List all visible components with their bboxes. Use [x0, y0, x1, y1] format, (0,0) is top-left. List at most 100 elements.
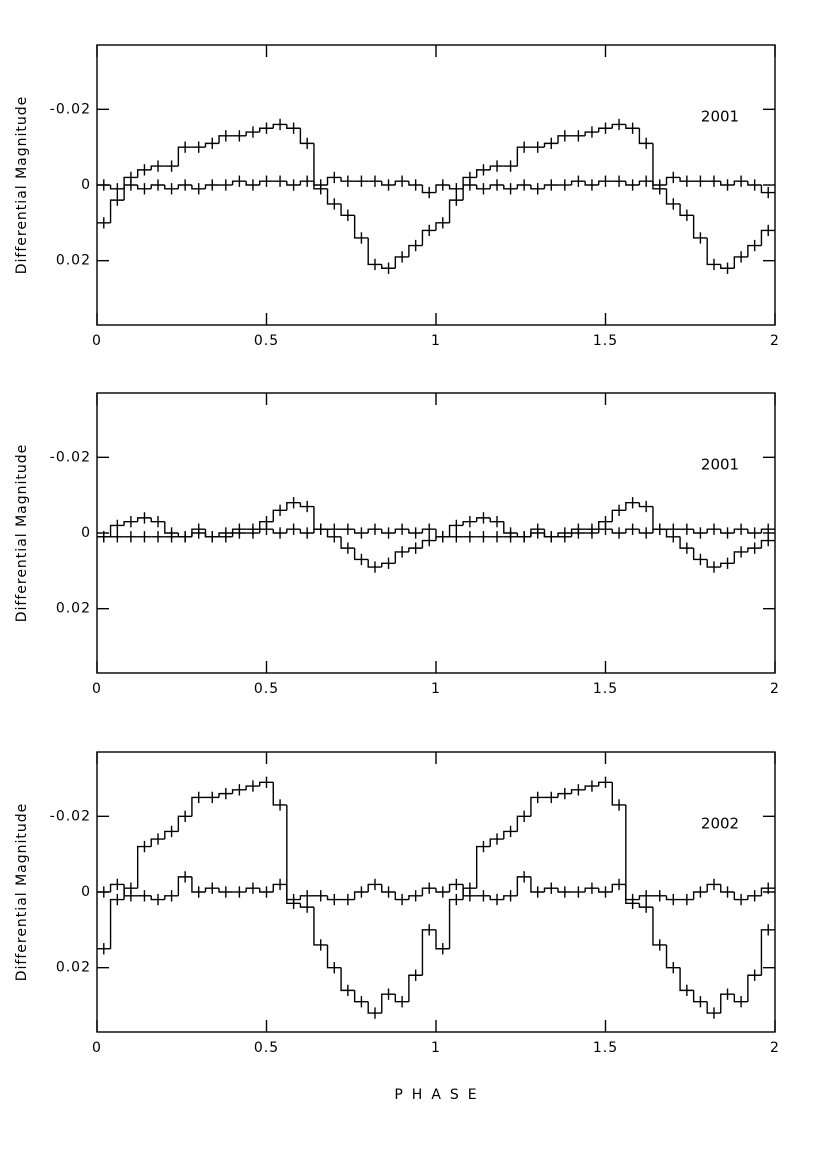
step-segment: [598, 528, 613, 533]
step-segment: [638, 128, 653, 145]
step-segment: [204, 142, 220, 148]
step-segment: [611, 529, 626, 534]
step-segment: [625, 804, 640, 905]
step-segment: [760, 185, 775, 194]
step-segment: [218, 888, 233, 893]
step-segment: [381, 993, 396, 1014]
step-segment: [543, 887, 559, 892]
step-segment: [543, 184, 559, 189]
step-segment: [394, 994, 409, 1003]
step-segment: [435, 888, 450, 893]
step-segment: [516, 876, 531, 896]
step-segment: [598, 888, 613, 893]
step-segment: [489, 838, 504, 847]
step-segment: [665, 944, 681, 969]
x-axis-label: PHASE: [394, 1087, 485, 1103]
step-segment: [191, 796, 206, 817]
y-tick-label: 0: [81, 884, 91, 900]
step-segment: [421, 185, 436, 194]
step-segment: [543, 533, 559, 538]
step-segment: [503, 895, 518, 900]
step-segment: [638, 895, 653, 900]
step-segment: [598, 781, 613, 787]
step-segment: [340, 177, 355, 182]
step-segment: [692, 891, 708, 900]
step-segment: [259, 528, 274, 533]
step-segment: [448, 883, 464, 892]
step-segment: [720, 181, 735, 186]
step-segment: [435, 184, 450, 193]
y-tick-label: 0.02: [56, 960, 91, 976]
x-tick-label: 1.5: [593, 681, 618, 697]
step-segment: [408, 974, 423, 1002]
step-segment: [245, 181, 260, 186]
step-segment: [733, 256, 748, 269]
step-segment: [652, 181, 667, 186]
step-segment: [720, 993, 735, 1014]
step-segment: [611, 123, 626, 129]
step-segment: [733, 551, 748, 564]
step-segment: [204, 533, 220, 538]
step-segment: [259, 888, 274, 893]
step-segment: [530, 532, 545, 537]
x-tick-label: 2: [770, 681, 780, 697]
step-segment: [136, 185, 152, 190]
y-tick-label: 0.02: [56, 253, 91, 269]
step-segment: [733, 180, 748, 185]
step-segment: [408, 529, 423, 534]
step-segment: [462, 184, 477, 189]
step-segment: [706, 528, 721, 533]
step-segment: [109, 524, 125, 537]
step-segment: [367, 883, 382, 892]
step-segment: [218, 792, 233, 798]
step-segment: [150, 895, 165, 901]
step-segment: [421, 929, 436, 976]
step-segment: [679, 177, 694, 182]
step-segment: [489, 517, 504, 523]
step-segment: [367, 237, 382, 266]
step-segment: [720, 529, 735, 534]
step-segment: [570, 789, 586, 794]
step-segment: [421, 887, 436, 896]
step-segment: [259, 180, 274, 185]
y-axis-label: Differential Magnitude: [14, 96, 30, 275]
step-segment: [516, 184, 531, 189]
y-tick-label: -0.02: [50, 101, 91, 117]
step-segment: [299, 128, 314, 145]
step-segment: [625, 884, 640, 901]
step-segment: [245, 887, 260, 892]
y-tick-label: 0.02: [56, 601, 91, 617]
annotation: 2001: [701, 108, 739, 126]
step-segment: [408, 181, 423, 186]
step-segment: [421, 229, 436, 246]
step-segment: [503, 185, 518, 190]
step-segment: [164, 185, 179, 190]
step-segment: [475, 185, 491, 190]
x-tick-label: 1: [431, 333, 441, 349]
step-segment: [218, 135, 233, 144]
step-segment: [665, 176, 681, 185]
step-segment: [625, 181, 640, 186]
step-segment: [394, 528, 409, 533]
step-segment: [557, 888, 572, 893]
step-segment: [557, 792, 572, 798]
step-segment: [394, 551, 409, 564]
step-segment: [326, 895, 342, 901]
step-segment: [367, 1001, 382, 1014]
step-segment: [679, 203, 694, 216]
step-segment: [272, 123, 287, 129]
step-segment: [191, 185, 206, 190]
step-segment: [516, 146, 531, 167]
x-tick-label: 0: [92, 1040, 102, 1056]
step-segment: [326, 944, 342, 969]
step-segment: [353, 215, 369, 239]
step-segment: [299, 903, 314, 908]
step-segment: [448, 524, 464, 537]
step-segment: [286, 884, 301, 901]
step-segment: [191, 876, 206, 893]
step-segment: [408, 895, 423, 900]
step-segment: [136, 845, 152, 889]
x-tick-label: 0.5: [254, 681, 279, 697]
step-segment: [435, 222, 450, 231]
step-segment: [177, 815, 192, 832]
